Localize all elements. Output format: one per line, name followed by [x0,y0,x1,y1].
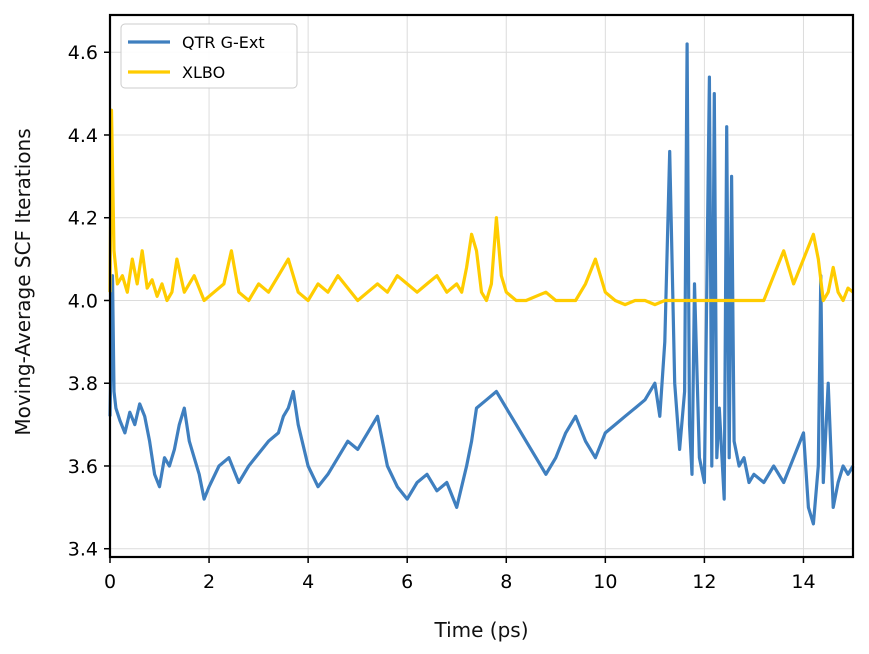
plot-frame [108,13,855,559]
y-tick-label: 4.2 [68,208,98,230]
x-tick-label: 6 [401,571,413,593]
series-line-qtr-g-ext [108,42,855,526]
y-tick-label: 4.6 [68,42,98,64]
x-tick-label: 2 [203,571,215,593]
y-axis-label: Moving-Average SCF Iterations [11,128,35,435]
x-tick-label: 10 [593,571,617,593]
x-tick-label: 8 [500,571,512,593]
x-tick-label: 14 [791,571,815,593]
series-lines [108,42,855,526]
y-tick-label: 3.4 [68,539,98,561]
x-axis-label: Time (ps) [433,618,528,642]
y-tick-label: 3.8 [68,373,98,395]
y-tick-label: 4.4 [68,125,98,147]
legend: QTR G-Ext XLBO [120,23,298,89]
legend-label: XLBO [182,63,225,82]
x-tick-label: 4 [302,571,314,593]
legend-label: QTR G-Ext [182,33,265,52]
series-line-xlbo [108,108,855,307]
y-axis-ticks: 3.4 3.6 3.8 4.0 4.2 4.4 4.6 [68,42,110,561]
y-tick-label: 3.6 [68,456,98,478]
x-tick-label: 0 [104,571,116,593]
x-tick-label: 12 [692,571,716,593]
x-axis-ticks: 0 2 4 6 8 10 12 14 [104,557,816,593]
y-tick-label: 4.0 [68,290,98,312]
